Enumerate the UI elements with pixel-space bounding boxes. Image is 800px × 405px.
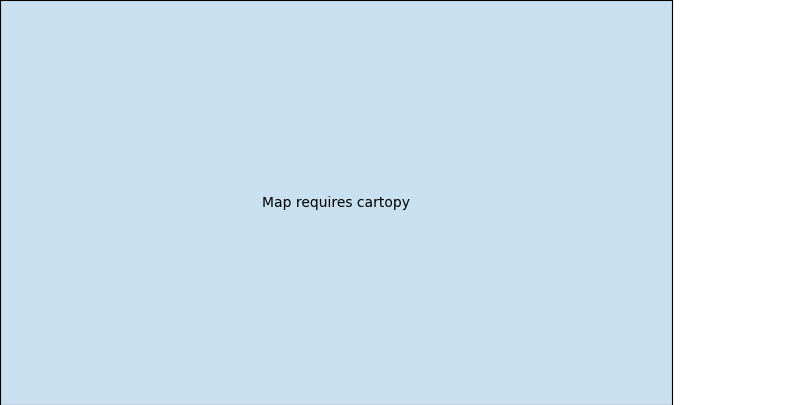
Text: Map requires cartopy: Map requires cartopy [262,196,410,209]
